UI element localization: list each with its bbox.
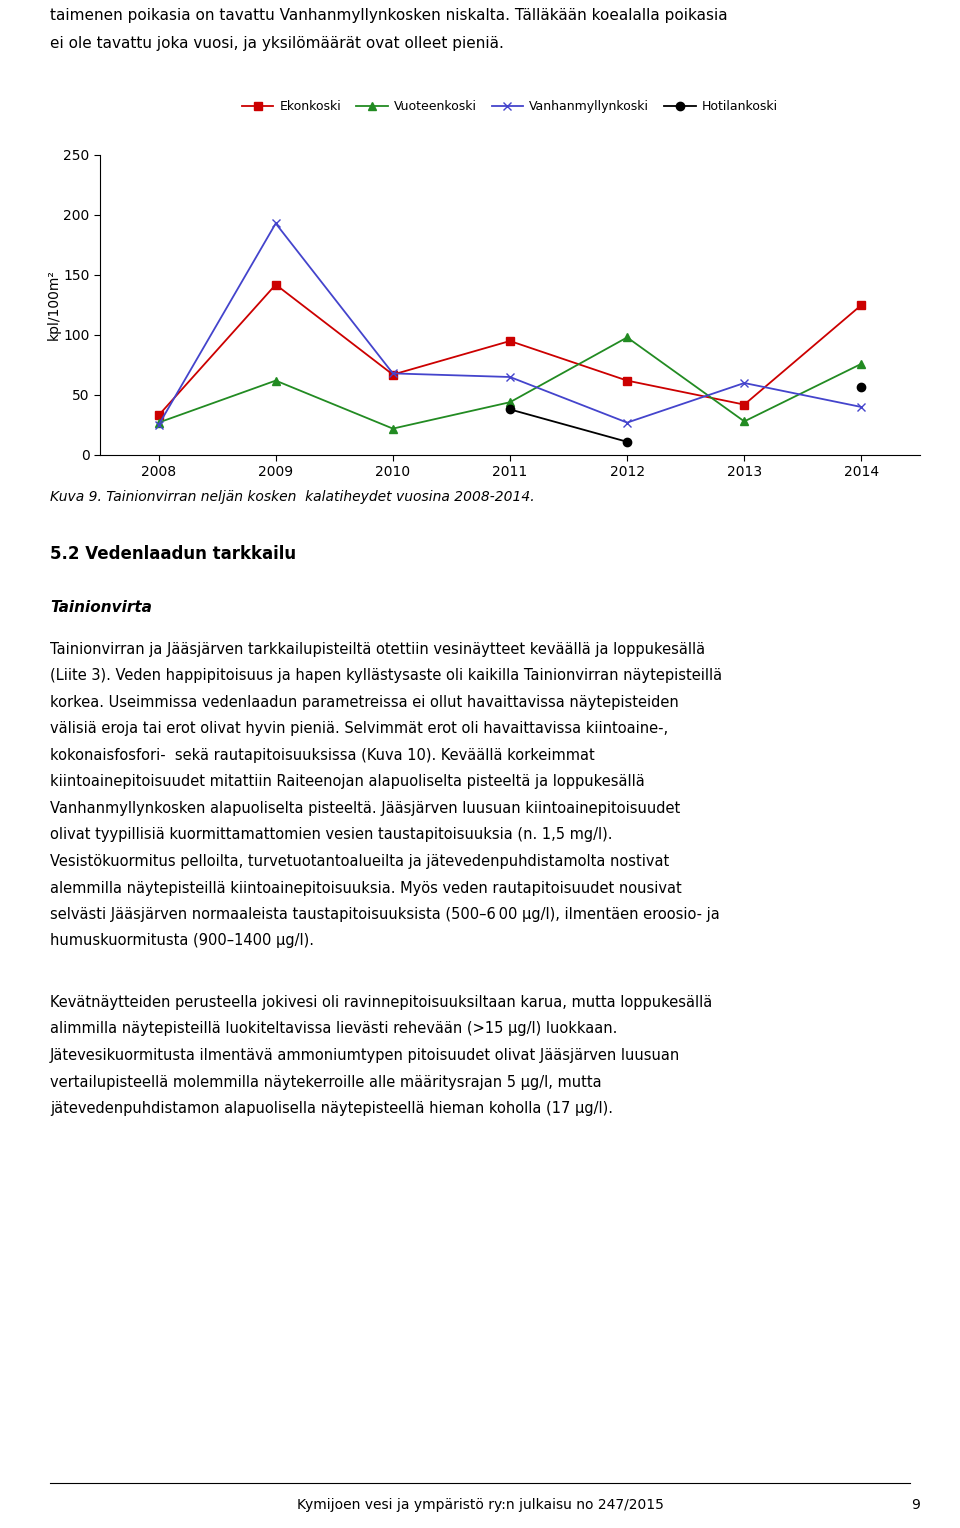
Text: välisiä eroja tai erot olivat hyvin pieniä. Selvimmät erot oli havaittavissa kii: välisiä eroja tai erot olivat hyvin pien… [50,721,668,736]
Text: humuskuormitusta (900–1400 μg/l).: humuskuormitusta (900–1400 μg/l). [50,934,314,949]
Text: olivat tyypillisiä kuormittamattomien vesien taustapitoisuuksia (n. 1,5 mg/l).: olivat tyypillisiä kuormittamattomien ve… [50,828,612,842]
Text: Tainionvirran ja Jääsjärven tarkkailupisteiltä otettiin vesinäytteet keväällä ja: Tainionvirran ja Jääsjärven tarkkailupis… [50,642,706,657]
Text: jätevedenpuhdistamon alapuolisella näytepisteellä hieman koholla (17 μg/l).: jätevedenpuhdistamon alapuolisella näyte… [50,1102,613,1115]
Text: 9: 9 [911,1497,920,1513]
Text: ei ole tavattu joka vuosi, ja yksilömäärät ovat olleet pieniä.: ei ole tavattu joka vuosi, ja yksilömäär… [50,37,504,50]
Text: Tainionvirta: Tainionvirta [50,601,152,614]
Text: alemmilla näytepisteillä kiintoainepitoisuuksia. Myös veden rautapitoisuudet nou: alemmilla näytepisteillä kiintoainepitoi… [50,880,682,895]
Text: Kevätnäytteiden perusteella jokivesi oli ravinnepitoisuuksiltaan karua, mutta lo: Kevätnäytteiden perusteella jokivesi oli… [50,995,712,1010]
Legend: Ekonkoski, Vuoteenkoski, Vanhanmyllynkoski, Hotilankoski: Ekonkoski, Vuoteenkoski, Vanhanmyllynkos… [237,95,783,118]
Text: korkea. Useimmissa vedenlaadun parametreissa ei ollut havaittavissa näytepisteid: korkea. Useimmissa vedenlaadun parametre… [50,695,679,711]
Text: kiintoainepitoisuudet mitattiin Raiteenojan alapuoliselta pisteeltä ja loppukesä: kiintoainepitoisuudet mitattiin Raiteeno… [50,775,645,790]
Text: kokonaisfosfori-  sekä rautapitoisuuksissa (Kuva 10). Keväällä korkeimmat: kokonaisfosfori- sekä rautapitoisuuksiss… [50,749,595,762]
Text: 5.2 Vedenlaadun tarkkailu: 5.2 Vedenlaadun tarkkailu [50,545,296,562]
Text: Vesistökuormitus pelloilta, turvetuotantoalueilta ja jätevedenpuhdistamolta nost: Vesistökuormitus pelloilta, turvetuotant… [50,854,669,869]
Text: taimenen poikasia on tavattu Vanhanmyllynkosken niskalta. Tälläkään koealalla po: taimenen poikasia on tavattu Vanhanmylly… [50,8,728,23]
Text: Kuva 9. Tainionvirran neljän kosken  kalatiheydet vuosina 2008-2014.: Kuva 9. Tainionvirran neljän kosken kala… [50,490,535,504]
Y-axis label: kpl/100m²: kpl/100m² [46,269,60,341]
Text: (Liite 3). Veden happipitoisuus ja hapen kyllästysaste oli kaikilla Tainionvirra: (Liite 3). Veden happipitoisuus ja hapen… [50,668,722,683]
Text: Jätevesikuormitusta ilmentävä ammoniumtypen pitoisuudet olivat Jääsjärven luusua: Jätevesikuormitusta ilmentävä ammoniumty… [50,1048,681,1063]
Text: Vanhanmyllynkosken alapuoliselta pisteeltä. Jääsjärven luusuan kiintoainepitoisu: Vanhanmyllynkosken alapuoliselta pisteel… [50,801,681,816]
Text: vertailupisteellä molemmilla näytekerroille alle määritysrajan 5 μg/l, mutta: vertailupisteellä molemmilla näytekerroi… [50,1074,602,1089]
Text: Kymijoen vesi ja ympäristö ry:n julkaisu no 247/2015: Kymijoen vesi ja ympäristö ry:n julkaisu… [297,1497,663,1513]
Text: selvästi Jääsjärven normaaleista taustapitoisuuksista (500–6 00 μg/l), ilmentäen: selvästi Jääsjärven normaaleista taustap… [50,908,720,921]
Text: alimmilla näytepisteillä luokiteltavissa lievästi rehevään (>15 μg/l) luokkaan.: alimmilla näytepisteillä luokiteltavissa… [50,1022,617,1036]
